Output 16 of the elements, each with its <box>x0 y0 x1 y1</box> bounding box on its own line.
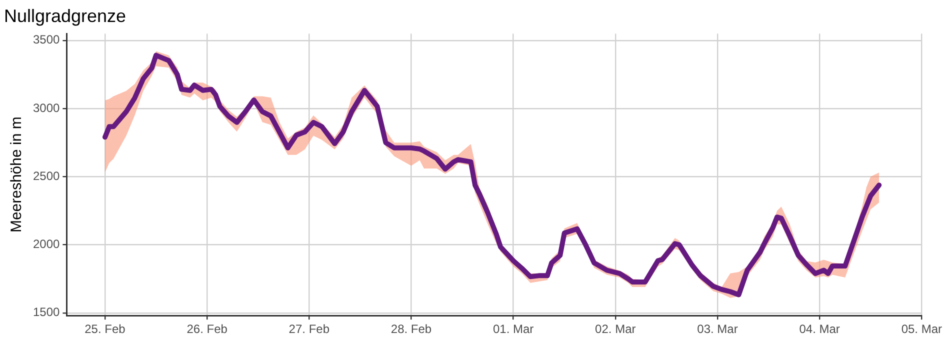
y-tick-label: 3500 <box>32 32 60 47</box>
y-tick-label: 3000 <box>32 100 60 115</box>
y-tick-label: 2000 <box>32 237 60 252</box>
x-tick-label: 01. Mar <box>492 322 534 336</box>
y-tick-label: 1500 <box>32 305 60 320</box>
x-tick-label: 02. Mar <box>595 322 636 336</box>
x-tick-label: 27. Feb <box>288 322 330 336</box>
y-axis-title: Meereshöhe in m <box>8 116 26 233</box>
y-tick-label: 2500 <box>32 168 60 183</box>
x-tick-label: 03. Mar <box>697 322 738 336</box>
x-tick-label: 25. Feb <box>84 322 126 336</box>
x-tick-label: 04. Mar <box>799 322 840 336</box>
x-tick-label: 28. Feb <box>390 322 432 336</box>
chart-title: Nullgradgrenze <box>4 6 126 26</box>
x-tick-label: 26. Feb <box>186 322 228 336</box>
x-tick-label: 05. Mar <box>901 322 942 336</box>
